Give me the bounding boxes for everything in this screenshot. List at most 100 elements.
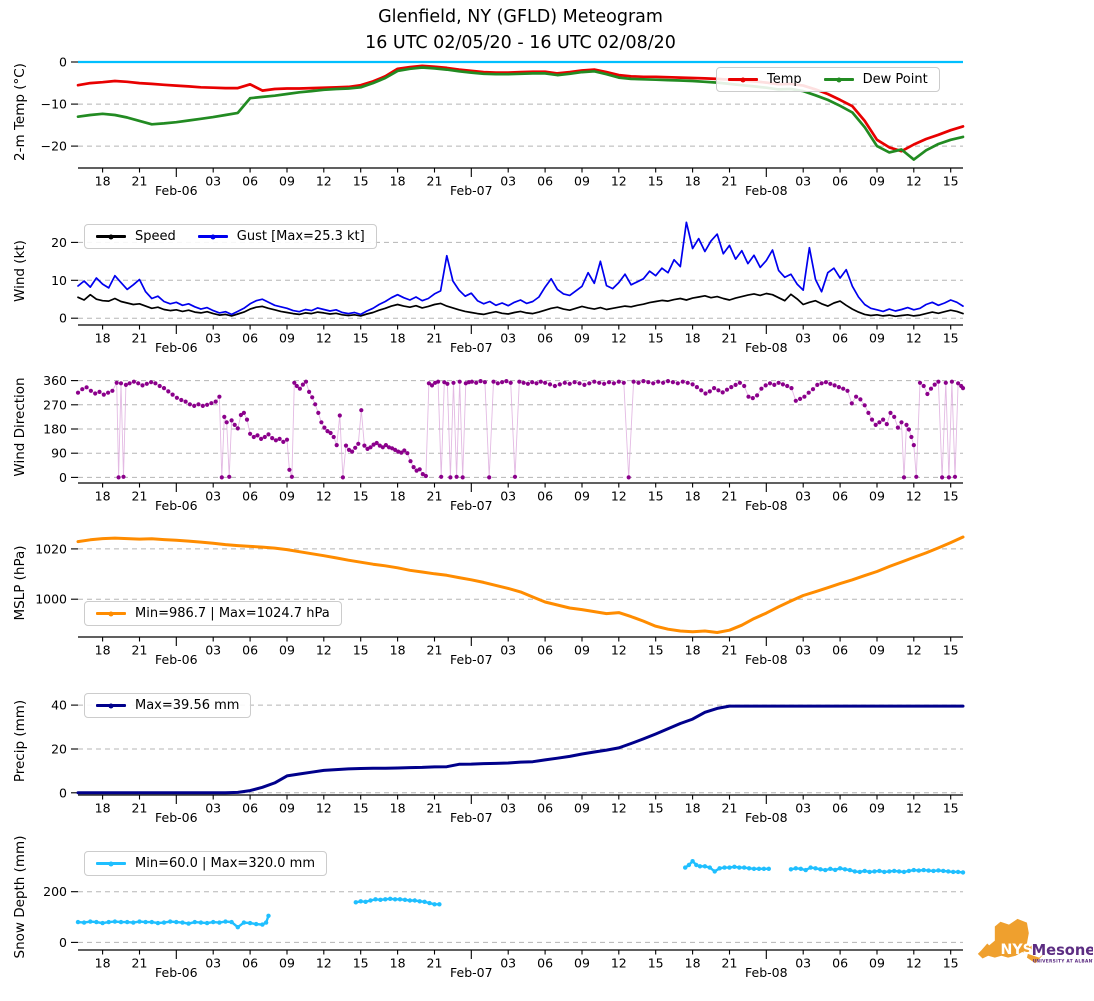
x-tick-label: 03 (205, 331, 221, 346)
series-winddir-0-dot (80, 387, 85, 392)
x-tick-label: 12 (316, 174, 332, 189)
x-tick-label: 03 (500, 801, 516, 816)
series-winddir-0-dot (106, 390, 111, 395)
y-tick-label-mslp: 1020 (35, 541, 67, 556)
series-snow-0-dot (896, 869, 902, 874)
series-winddir-0-dot (703, 391, 708, 396)
series-winddir-0-dot (946, 475, 952, 480)
series-winddir-0-dot (759, 386, 764, 391)
x-tick-label: 18 (95, 956, 111, 971)
x-tick-label: Feb-07 (450, 498, 493, 513)
x-tick-label: 03 (500, 174, 516, 189)
legend-snowdepth: Min=60.0 | Max=320.0 mm (84, 851, 327, 876)
series-winddir-0-dot (97, 389, 102, 394)
series-winddir-0-dot (512, 474, 518, 479)
series-snow-0-dot (916, 868, 921, 873)
series-winddir-0-dot (183, 399, 188, 404)
series-winddir-0-dot (205, 402, 210, 407)
y-tick-label-winddir: 360 (43, 373, 67, 388)
series-snow-0-dot (788, 867, 794, 872)
series-winddir-0-dot (819, 381, 824, 386)
series-winddir-0-dot (340, 475, 345, 480)
series-precip-0 (76, 704, 965, 795)
series-snow-0-dot (427, 900, 432, 906)
x-tick-label: 09 (869, 643, 885, 658)
legend-entry-mslp: Min=986.7 | Max=1024.7 hPa (96, 606, 330, 621)
series-winddir-0-dot (895, 425, 901, 430)
y-tick-label-winddir: 0 (59, 470, 67, 485)
series-winddir-0-dot (289, 474, 294, 479)
y-tick-label-winddir: 180 (43, 422, 67, 437)
x-tick-label: 21 (132, 801, 148, 816)
series-winddir-0-dot (222, 414, 227, 419)
y-tick-label-wind: 10 (51, 273, 67, 288)
y-tick-label-snow: 0 (59, 935, 67, 950)
y-tick-label-winddir: 270 (43, 397, 67, 412)
series-snow-0-dot (892, 868, 897, 874)
series-snow-0-dot (223, 919, 228, 924)
series-snow-0-dot (960, 870, 966, 875)
series-snow-0-dot (872, 869, 877, 874)
series-snow-0-dot (712, 869, 717, 874)
series-winddir-0-dot (402, 448, 407, 453)
series-snow-0-dot (761, 866, 767, 871)
legend-temp: Temp Dew Point (716, 67, 940, 92)
x-tick-label: 15 (648, 331, 664, 346)
x-tick-label: 03 (205, 643, 221, 658)
series-winddir-0-dot (960, 386, 966, 391)
subplot-snow: 0 200 18 21 Feb-06 03 06 09 12 15 18 21 Feb-07 03 06 09… (43, 859, 966, 980)
series-winddir-0-dot (170, 392, 175, 397)
x-tick-label: 18 (390, 956, 406, 971)
legend-entry-speed: Speed (96, 229, 176, 244)
series-winddir-0-dot (832, 383, 837, 388)
series-winddir-0-dot (712, 386, 717, 391)
series-snow-0-dot (798, 866, 803, 871)
series-snow-0-dot (702, 864, 708, 869)
x-tick-label: 15 (943, 956, 959, 971)
series-winddir-0-dot (911, 443, 916, 448)
series-snow-0-dot (266, 913, 271, 918)
series-winddir-0-dot (426, 381, 431, 386)
series-winddir-0-dot (670, 380, 676, 385)
series-winddir-0-dot (284, 437, 290, 442)
series-winddir-0-dot (491, 379, 496, 384)
series-snow-0-dot (81, 920, 87, 925)
series-snow-0-dot (946, 869, 951, 874)
series-snow-0-dot (955, 869, 961, 875)
series-winddir-0-dot (255, 433, 260, 438)
series-winddir-0-dot (448, 475, 453, 480)
mslp-line-swatch (96, 612, 126, 615)
series-winddir-0-dot (815, 382, 820, 387)
series-winddir-0-dot (904, 422, 909, 427)
x-tick-label: 03 (205, 174, 221, 189)
series-winddir-0-dot (785, 383, 790, 389)
series-snow-0-dot (746, 866, 752, 871)
x-tick-label: 06 (537, 489, 553, 504)
series-snow-0-dot (818, 867, 823, 872)
legend-entry-gust: Gust [Max=25.3 kt] (197, 229, 365, 244)
series-winddir-0-dot (423, 473, 428, 479)
series-winddir-0-dot (442, 380, 447, 385)
series-winddir-0-dot (798, 396, 803, 401)
series-snow-0-dot (697, 864, 703, 869)
series-winddir-0-dot (611, 381, 617, 386)
series-winddir-0-dot (592, 379, 597, 384)
series-winddir-0-dot (273, 438, 278, 443)
nys-mesonet-logo: NYS Mesonet UNIVERSITY AT ALBANY (977, 918, 1093, 964)
series-winddir-0-dot (429, 383, 435, 388)
series-snow-0-dot (422, 899, 427, 904)
x-tick-label: 06 (832, 643, 848, 658)
series-winddir-0-dot (209, 401, 214, 406)
series-snow-0-dot (901, 869, 907, 875)
series-snow-0-dot (751, 866, 757, 871)
series-snow-0-dot (397, 897, 403, 902)
x-tick-label: 18 (390, 331, 406, 346)
series-snow-0-dot (211, 919, 216, 925)
series-snow-0-dot (793, 866, 798, 871)
series-snow-0-dot (149, 919, 154, 925)
series-winddir-0-dot (121, 474, 126, 479)
series-winddir-0-dot (729, 385, 734, 390)
series-winddir-0-dot (383, 443, 388, 448)
x-tick-label: Feb-07 (450, 965, 493, 980)
series-winddir-0-dot (229, 418, 234, 423)
